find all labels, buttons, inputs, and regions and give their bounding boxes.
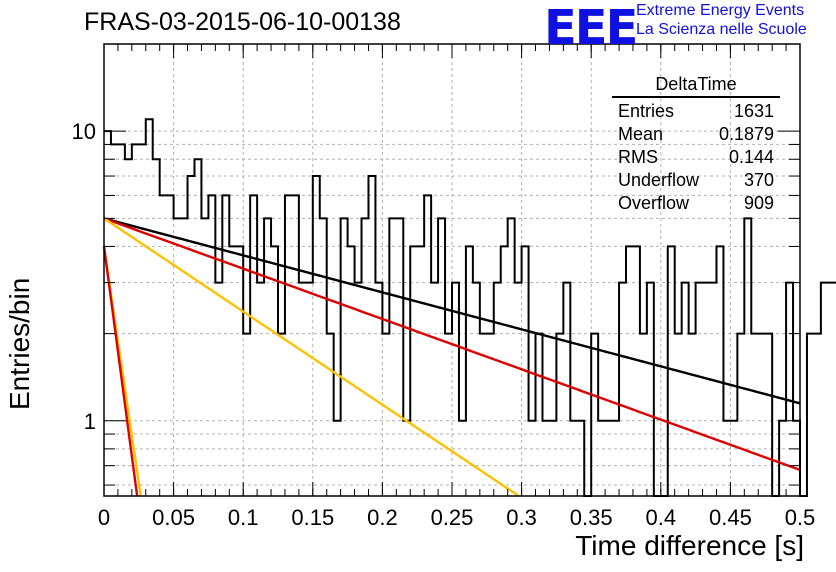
x-axis-label: Time difference [s] xyxy=(575,530,804,561)
stats-label: Entries xyxy=(618,101,675,121)
stats-value: 370 xyxy=(743,170,774,190)
x-tick-label: 0.2 xyxy=(367,505,398,530)
fit-curves-group xyxy=(102,217,801,497)
stats-box: DeltaTime Entries 1631 Mean 0.1879 RMS 0… xyxy=(612,74,780,215)
stats-label: Overflow xyxy=(618,193,690,213)
x-tick-label: 0.35 xyxy=(570,505,613,530)
x-tick-label: 0 xyxy=(98,505,110,530)
x-tick-label: 0.5 xyxy=(785,505,816,530)
stats-row-entries: Entries 1631 xyxy=(612,100,780,123)
stats-title: DeltaTime xyxy=(612,74,780,98)
x-tick-label: 0.4 xyxy=(646,505,677,530)
eee-logo: EEE xyxy=(544,0,638,56)
axis-ticks xyxy=(103,43,801,496)
x-tick-label: 0.1 xyxy=(228,505,259,530)
stats-value: 0.1879 xyxy=(718,124,774,144)
stats-label: Underflow xyxy=(618,170,700,190)
stats-value: 0.144 xyxy=(728,147,774,167)
fit-curve xyxy=(102,246,139,497)
chart-title: FRAS-03-2015-06-10-00138 xyxy=(84,8,401,36)
fit-curve xyxy=(103,217,520,497)
y-axis-label: Entries/bin xyxy=(4,277,35,410)
x-tick-label: 0.15 xyxy=(291,505,334,530)
stats-row-underflow: Underflow 370 xyxy=(612,169,780,192)
stats-value: 1631 xyxy=(733,101,774,121)
stats-row-rms: RMS 0.144 xyxy=(612,146,780,169)
x-tick-label: 0.25 xyxy=(431,505,474,530)
logo-line-1: Extreme Energy Events xyxy=(636,2,805,19)
stats-row-mean: Mean 0.1879 xyxy=(612,123,780,146)
stats-label: RMS xyxy=(618,147,658,167)
stats-value: 909 xyxy=(743,193,774,213)
fit-curve xyxy=(103,217,801,405)
logo-line-2: La Scienza nelle Scuole xyxy=(636,21,807,38)
x-tick-label: 0.45 xyxy=(709,505,752,530)
fit-curve xyxy=(103,217,801,472)
x-tick-label: 0.05 xyxy=(152,505,195,530)
x-tick-label: 0.3 xyxy=(506,505,537,530)
y-tick-label: 1 xyxy=(84,409,96,434)
y-tick-label: 10 xyxy=(72,119,96,144)
axis-tick-labels: 0 0.05 0.1 0.15 0.2 0.25 0.3 0.35 0.4 0.45 0.5 1 10 xyxy=(72,119,816,530)
stats-label: Mean xyxy=(618,124,664,144)
stats-row-overflow: Overflow 909 xyxy=(612,192,780,215)
